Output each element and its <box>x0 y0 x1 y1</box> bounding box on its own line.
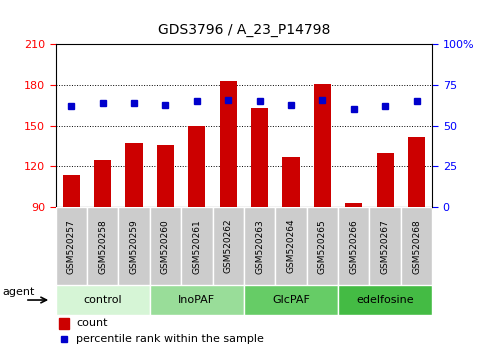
Text: edelfosine: edelfosine <box>356 295 414 305</box>
Bar <box>150 285 244 315</box>
Bar <box>56 207 87 285</box>
Bar <box>59 318 69 329</box>
Bar <box>94 160 111 207</box>
Text: GSM520261: GSM520261 <box>192 219 201 274</box>
Bar <box>244 285 338 315</box>
Bar <box>314 84 331 207</box>
Text: GSM520257: GSM520257 <box>67 219 76 274</box>
Bar <box>401 207 432 285</box>
Bar <box>213 207 244 285</box>
Text: GDS3796 / A_23_P14798: GDS3796 / A_23_P14798 <box>158 23 330 37</box>
Bar <box>338 207 369 285</box>
Bar <box>338 285 432 315</box>
Bar <box>220 81 237 207</box>
Bar <box>126 143 142 207</box>
Bar <box>118 207 150 285</box>
Text: GSM520267: GSM520267 <box>381 219 390 274</box>
Text: GlcPAF: GlcPAF <box>272 295 310 305</box>
Bar <box>377 153 394 207</box>
Bar <box>307 207 338 285</box>
Bar <box>63 175 80 207</box>
Text: percentile rank within the sample: percentile rank within the sample <box>76 333 264 343</box>
Text: GSM520265: GSM520265 <box>318 219 327 274</box>
Bar <box>283 157 299 207</box>
Text: GSM520260: GSM520260 <box>161 219 170 274</box>
Bar <box>181 207 213 285</box>
Text: GSM520258: GSM520258 <box>98 219 107 274</box>
Text: GSM520264: GSM520264 <box>286 219 296 273</box>
Bar <box>275 207 307 285</box>
Bar <box>251 108 268 207</box>
Text: GSM520259: GSM520259 <box>129 219 139 274</box>
Bar <box>345 203 362 207</box>
Bar <box>244 207 275 285</box>
Bar <box>157 145 174 207</box>
Text: GSM520268: GSM520268 <box>412 219 421 274</box>
Bar <box>87 207 118 285</box>
Bar <box>369 207 401 285</box>
Text: GSM520263: GSM520263 <box>255 219 264 274</box>
Bar <box>150 207 181 285</box>
Bar <box>408 137 425 207</box>
Text: GSM520262: GSM520262 <box>224 219 233 273</box>
Text: InoPAF: InoPAF <box>178 295 215 305</box>
Text: control: control <box>84 295 122 305</box>
Text: count: count <box>76 319 108 329</box>
Text: agent: agent <box>3 287 35 297</box>
Text: GSM520266: GSM520266 <box>349 219 358 274</box>
Bar <box>56 285 150 315</box>
Bar <box>188 126 205 207</box>
